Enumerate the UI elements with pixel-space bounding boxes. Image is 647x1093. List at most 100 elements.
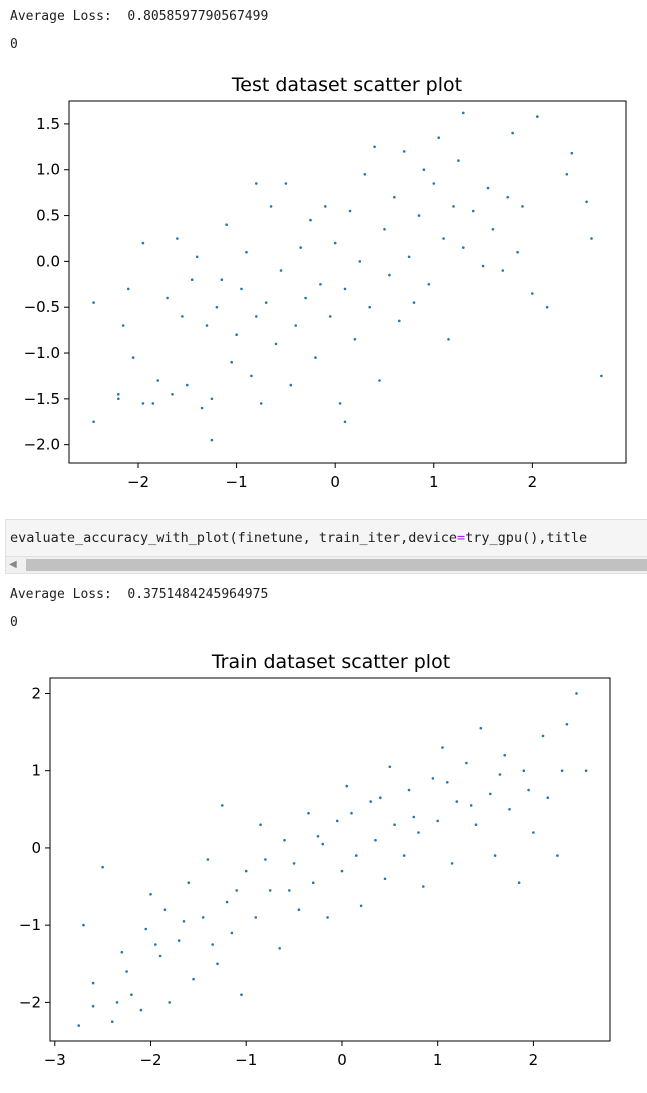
data-point	[130, 993, 133, 996]
data-point	[481, 264, 485, 268]
data-point	[378, 379, 381, 382]
x-tick-label: 1	[433, 1051, 443, 1069]
data-point	[284, 182, 288, 185]
data-point	[254, 916, 258, 919]
data-point	[393, 823, 396, 826]
x-tick-label: −2	[139, 1051, 161, 1069]
data-point	[200, 406, 204, 410]
data-point	[422, 168, 426, 171]
test-scatter-chart: Test dataset scatter plot −2 −1 0 1 2 −2.0 −1…	[24, 74, 627, 491]
data-point	[446, 781, 449, 784]
data-point	[486, 186, 490, 190]
code-line[interactable]: evaluate_accuracy_with_plot(finetune, tr…	[10, 530, 587, 546]
x-tick-label: 0	[330, 473, 340, 491]
data-point	[117, 393, 120, 396]
data-point	[511, 131, 514, 135]
data-point	[182, 920, 186, 923]
data-point	[393, 195, 396, 199]
data-point	[259, 823, 262, 826]
data-point	[92, 301, 95, 304]
data-point	[297, 908, 301, 911]
data-point	[321, 842, 325, 846]
y-tick-label: −2	[19, 993, 41, 1011]
data-point	[427, 283, 431, 286]
x-tick-label: −3	[44, 1051, 66, 1069]
data-point	[264, 301, 268, 304]
data-point	[225, 900, 229, 904]
plot-frame	[68, 100, 627, 464]
data-point	[326, 916, 329, 919]
data-point	[235, 333, 238, 337]
data-point	[110, 1020, 114, 1023]
data-point	[311, 881, 315, 884]
data-point	[245, 250, 248, 254]
data-point	[402, 854, 406, 857]
y-tick-label: 0.0	[36, 252, 60, 270]
data-point	[230, 360, 233, 364]
data-point	[149, 893, 152, 896]
data-point	[536, 115, 539, 118]
data-point	[195, 255, 199, 259]
data-point	[379, 796, 382, 799]
data-point	[570, 151, 574, 155]
data-point	[343, 420, 347, 424]
horizontal-scrollbar[interactable]: ◀	[5, 556, 647, 574]
code-operator: =	[457, 530, 466, 546]
data-point	[373, 145, 376, 149]
data-point	[316, 835, 320, 838]
average-loss-output: Average Loss: 0.8058597790567499	[10, 9, 269, 24]
data-point	[307, 811, 310, 815]
data-point	[565, 173, 569, 176]
data-point	[545, 305, 549, 309]
data-point	[383, 228, 386, 231]
data-point	[442, 237, 445, 240]
data-point	[91, 981, 95, 985]
data-point	[402, 150, 406, 153]
y-tick-label: 0	[31, 839, 41, 857]
data-point	[452, 205, 455, 208]
chart-title: Test dataset scatter plot	[231, 74, 462, 96]
data-point	[340, 869, 344, 873]
scroll-left-arrow-icon[interactable]: ◀	[9, 559, 17, 570]
data-point	[156, 379, 159, 382]
data-point	[163, 908, 167, 911]
data-point	[412, 301, 416, 304]
data-point	[192, 977, 195, 981]
data-point	[506, 195, 510, 199]
data-point	[441, 746, 444, 749]
data-point	[358, 260, 362, 263]
data-point	[431, 777, 435, 780]
data-point	[388, 765, 392, 769]
data-point	[374, 838, 377, 842]
data-point	[353, 338, 357, 341]
data-point	[294, 324, 298, 327]
data-point	[328, 315, 332, 318]
data-point	[455, 800, 459, 803]
data-point	[221, 804, 224, 807]
data-point	[210, 397, 214, 401]
code-cell[interactable]: evaluate_accuracy_with_plot(finetune, tr…	[5, 519, 647, 557]
data-point	[457, 159, 460, 162]
data-point	[154, 943, 157, 946]
data-point	[230, 931, 234, 935]
x-tick-label: −1	[235, 1051, 257, 1069]
data-point	[324, 205, 327, 208]
data-point	[168, 1001, 171, 1004]
data-point	[465, 761, 468, 765]
data-point	[590, 237, 593, 240]
data-point	[493, 854, 497, 857]
data-point	[407, 255, 411, 259]
data-point	[166, 296, 169, 300]
data-point	[210, 438, 214, 442]
data-point	[462, 246, 465, 249]
scroll-thumb[interactable]	[26, 559, 647, 571]
data-point	[314, 356, 317, 359]
data-point	[151, 402, 155, 405]
data-point	[289, 383, 293, 387]
data-point	[560, 769, 564, 772]
return-value-output: 0	[10, 615, 18, 630]
data-point	[508, 808, 511, 811]
data-point	[522, 769, 526, 772]
data-point	[436, 819, 440, 823]
data-point	[250, 374, 253, 378]
